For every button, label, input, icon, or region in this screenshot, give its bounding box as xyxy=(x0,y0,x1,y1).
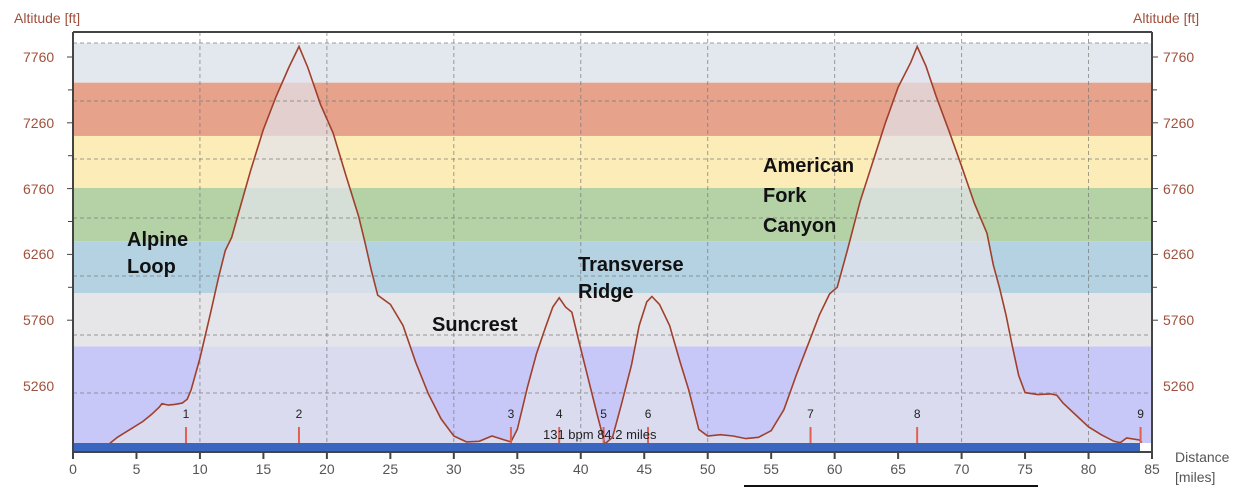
annotation-line: Canyon xyxy=(763,215,837,237)
x-tick-label: 60 xyxy=(826,461,843,477)
x-tick-label: 20 xyxy=(319,461,335,477)
y-axis-title-left: Altitude [ft] xyxy=(14,10,81,26)
x-tick-label: 35 xyxy=(509,461,526,477)
annotation-alpine-loop: Alpine Loop xyxy=(127,227,188,281)
annotation-line: American xyxy=(763,155,855,177)
x-tick-label: 70 xyxy=(953,461,970,477)
x-tick-label: 25 xyxy=(382,461,399,477)
x-tick-label: 30 xyxy=(446,461,462,477)
lap-marker-label: 5 xyxy=(600,407,607,421)
y-tick-label: 5260 xyxy=(23,378,55,394)
y-axis-title-right: Altitude [ft] xyxy=(1133,10,1200,26)
y-tick-label: 5760 xyxy=(23,312,55,329)
annotation-transverse-ridge: Transverse Ridge xyxy=(578,252,684,306)
annotation-line: Alpine xyxy=(127,229,189,251)
y-tick-label: 5760 xyxy=(1163,312,1195,329)
annotation-line: Ridge xyxy=(578,281,634,303)
lap-marker-label: 3 xyxy=(507,407,515,421)
lap-marker-label: 1 xyxy=(182,407,190,421)
plot-frame xyxy=(67,31,1158,459)
bottom-rule xyxy=(744,485,1038,487)
lap-marker-label: 9 xyxy=(1137,407,1144,421)
gridlines xyxy=(73,32,1152,443)
lap-marker-label: 8 xyxy=(913,407,921,421)
lap-marker-label: 4 xyxy=(555,407,563,421)
y-tick-label: 6260 xyxy=(23,246,55,263)
lap-marker-label: 7 xyxy=(807,407,814,421)
x-tick-label: 75 xyxy=(1017,461,1033,477)
lap-markers xyxy=(184,427,1142,443)
annotation-american-fork-canyon: American Fork Canyon xyxy=(763,151,854,241)
y-tick-label: 6260 xyxy=(1163,246,1195,263)
intensity-band xyxy=(73,82,1152,136)
summary-info: 131 bpm 84.2 miles xyxy=(543,427,657,442)
y-tick-label: 7760 xyxy=(1163,49,1195,65)
baseline-bar xyxy=(73,443,1140,452)
lap-marker-label: 2 xyxy=(295,407,303,421)
intensity-band xyxy=(73,43,1152,83)
x-tick-label: 5 xyxy=(132,461,141,477)
x-tick-label: 85 xyxy=(1144,461,1160,477)
annotation-line: Suncrest xyxy=(432,314,518,336)
x-tick-label: 0 xyxy=(69,461,77,477)
altitude-profile-line xyxy=(109,44,1143,446)
annotation-line: Fork xyxy=(763,185,807,207)
intensity-band xyxy=(73,135,1152,188)
x-axis-title-line2: [miles] xyxy=(1175,469,1216,485)
x-tick-label: 10 xyxy=(192,461,208,477)
x-axis-title: Distance [miles] xyxy=(1175,447,1229,487)
x-axis-title-line1: Distance xyxy=(1175,449,1230,465)
x-tick-label: 40 xyxy=(572,461,589,477)
y-tick-label: 6760 xyxy=(1163,180,1195,197)
lap-marker-label: 6 xyxy=(644,407,652,421)
annotation-line: Transverse xyxy=(578,254,684,276)
y-tick-label: 7260 xyxy=(23,114,55,131)
annotation-suncrest: Suncrest xyxy=(432,312,518,339)
y-tick-label: 6760 xyxy=(23,180,55,197)
y-tick-label: 7260 xyxy=(1163,114,1195,131)
y-tick-label: 7760 xyxy=(23,49,55,65)
y-tick-label: 5260 xyxy=(1163,378,1195,394)
profile-fill xyxy=(109,46,1142,444)
x-tick-label: 65 xyxy=(890,461,906,477)
x-tick-label: 55 xyxy=(763,461,779,477)
x-tick-label: 45 xyxy=(636,461,653,477)
x-tick-label: 80 xyxy=(1080,461,1097,477)
x-tick-label: 15 xyxy=(255,461,272,477)
annotation-line: Loop xyxy=(127,256,176,278)
x-tick-label: 50 xyxy=(699,461,716,477)
